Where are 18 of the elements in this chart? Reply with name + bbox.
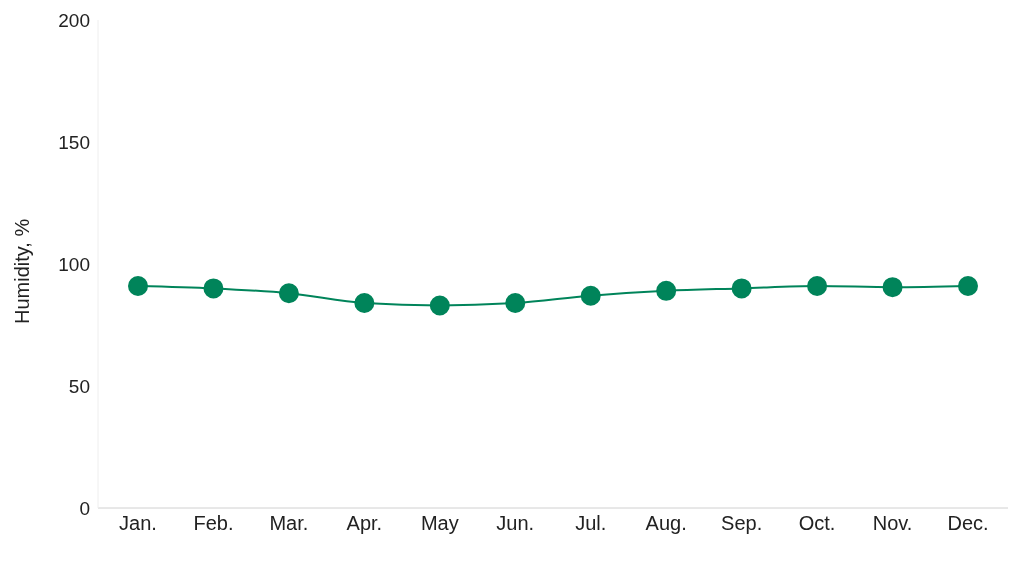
- x-tick-label: May: [420, 512, 459, 535]
- x-tick-label: Aug.: [645, 512, 687, 535]
- x-tick-label: Jul.: [575, 512, 607, 535]
- x-tick-label: Dec.: [947, 512, 989, 535]
- x-tick-label: Feb.: [193, 512, 234, 535]
- x-tick-label: Apr.: [346, 512, 383, 535]
- y-tick-label: 150: [58, 131, 90, 153]
- y-tick-label: 0: [79, 497, 90, 519]
- y-tick-label: 200: [58, 9, 90, 31]
- x-tick-label: Nov.: [872, 512, 913, 535]
- x-tick-label: Jan.: [119, 512, 157, 535]
- x-tick-label: Mar.: [269, 512, 309, 535]
- y-tick-label: 100: [58, 253, 90, 275]
- x-tick-label: Sep.: [721, 512, 763, 535]
- x-tick-label: Jun.: [496, 512, 535, 535]
- y-axis-title: Humidity, %: [11, 218, 34, 324]
- x-tick-label: Oct.: [798, 512, 836, 535]
- y-tick-label: 50: [68, 375, 90, 397]
